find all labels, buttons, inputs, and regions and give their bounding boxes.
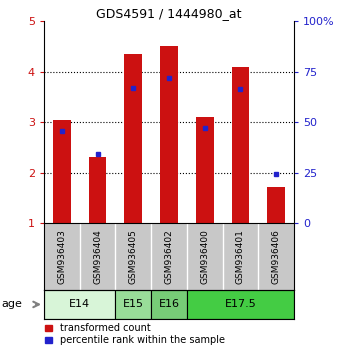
Text: E14: E14 (69, 299, 90, 309)
Text: E16: E16 (159, 299, 179, 309)
Bar (187, 290, 294, 319)
Text: GSM936400: GSM936400 (200, 229, 209, 284)
Bar (160, 46, 178, 223)
Text: age: age (2, 299, 23, 309)
Text: GSM936403: GSM936403 (57, 229, 66, 284)
Text: GSM936401: GSM936401 (236, 229, 245, 284)
Bar (124, 54, 142, 223)
Text: GSM936405: GSM936405 (129, 229, 138, 284)
Text: E15: E15 (123, 299, 144, 309)
Title: GDS4591 / 1444980_at: GDS4591 / 1444980_at (96, 7, 242, 20)
Text: GSM936404: GSM936404 (93, 229, 102, 284)
Text: GSM936406: GSM936406 (272, 229, 281, 284)
Bar (232, 67, 249, 223)
Bar (196, 117, 214, 223)
Legend: transformed count, percentile rank within the sample: transformed count, percentile rank withi… (45, 324, 225, 346)
Text: E17.5: E17.5 (224, 299, 256, 309)
Bar (115, 290, 151, 319)
Bar (53, 120, 71, 223)
Text: GSM936402: GSM936402 (165, 229, 173, 284)
Bar (267, 187, 285, 223)
Bar (44, 290, 115, 319)
Bar (151, 290, 187, 319)
Bar (89, 158, 106, 223)
